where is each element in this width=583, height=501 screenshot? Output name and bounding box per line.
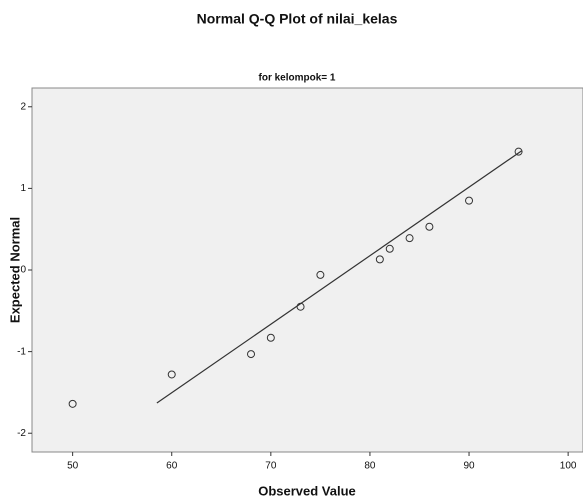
x-tick-label: 60 — [166, 461, 178, 472]
x-tick-label: 100 — [560, 461, 577, 472]
y-tick-label: 2 — [20, 101, 26, 112]
y-tick-label: -1 — [17, 346, 26, 357]
x-axis-label: Observed Value — [258, 483, 356, 498]
point — [514, 147, 523, 156]
y-axis-label: Expected Normal — [7, 217, 22, 323]
reference-line — [156, 150, 522, 404]
plot-area — [31, 87, 583, 453]
point — [296, 302, 305, 311]
point — [68, 399, 77, 408]
x-tick-label: 80 — [364, 461, 376, 472]
point — [167, 370, 176, 379]
point — [266, 333, 275, 342]
point — [425, 222, 434, 231]
point — [375, 255, 384, 264]
y-tick-label: 1 — [20, 183, 26, 194]
chart-subtitle: for kelompok= 1 — [259, 73, 336, 84]
point — [316, 270, 325, 279]
x-tick-label: 90 — [463, 461, 475, 472]
x-tick-label: 50 — [67, 461, 79, 472]
x-tick-label: 70 — [265, 461, 277, 472]
point — [465, 196, 474, 205]
point — [385, 244, 394, 253]
chart-title: Normal Q-Q Plot of nilai_kelas — [197, 11, 398, 27]
y-tick-label: 0 — [20, 265, 26, 276]
point — [405, 234, 414, 243]
y-tick-label: -2 — [17, 428, 26, 439]
point — [247, 350, 256, 359]
